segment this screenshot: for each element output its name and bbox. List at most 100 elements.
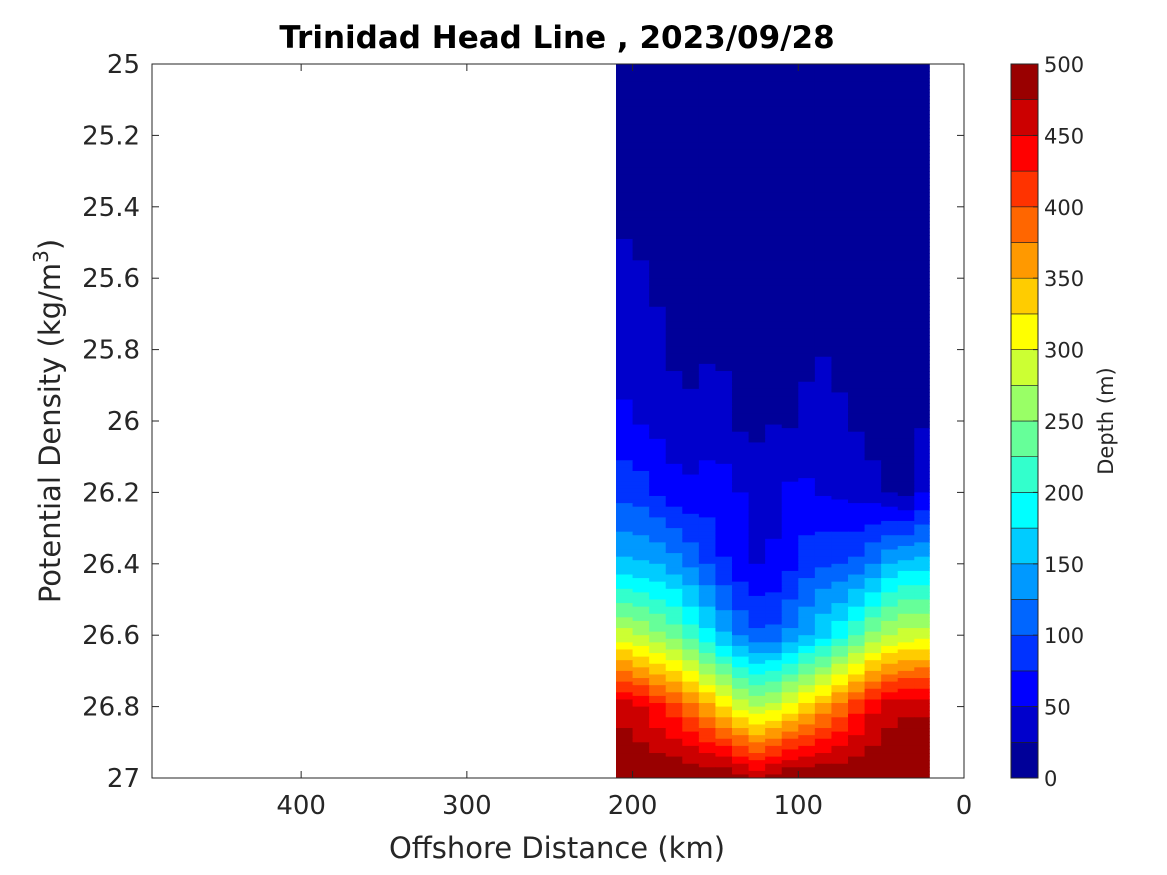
contour-cell — [765, 478, 783, 483]
contour-cell — [616, 485, 634, 490]
contour-cell — [698, 574, 717, 579]
contour-cell — [649, 367, 667, 372]
contour-cell — [798, 99, 816, 104]
contour-cell — [897, 720, 915, 726]
contour-cell — [715, 770, 733, 776]
contour-cell — [665, 570, 683, 576]
contour-cell — [781, 531, 799, 536]
contour-cell — [649, 106, 667, 112]
contour-cell — [781, 403, 799, 408]
contour-cell — [781, 310, 799, 315]
contour-cell — [881, 206, 899, 211]
contour-cell — [881, 303, 899, 308]
contour-cell — [798, 78, 816, 83]
contour-cell — [765, 520, 783, 526]
contour-cell — [897, 356, 915, 361]
contour-cell — [781, 296, 799, 301]
contour-cell — [665, 435, 683, 440]
contour-cell — [665, 560, 683, 565]
contour-cell — [665, 599, 683, 604]
contour-cell — [814, 599, 833, 604]
contour-cell — [698, 442, 717, 447]
contour-cell — [732, 492, 750, 497]
contour-cell — [781, 478, 799, 483]
contour-cell — [748, 156, 766, 161]
contour-cell — [781, 524, 799, 529]
contour-cell — [864, 570, 882, 576]
contour-cell — [649, 313, 667, 319]
contour-cell — [616, 146, 634, 151]
contour-cell — [814, 438, 833, 444]
contour-cell — [765, 213, 783, 219]
contour-cell — [632, 178, 650, 183]
contour-cell — [616, 421, 634, 426]
contour-cell — [682, 131, 700, 136]
contour-cell — [665, 767, 683, 772]
contour-cell — [897, 499, 915, 504]
contour-cell — [616, 653, 634, 658]
contour-cell — [616, 631, 634, 636]
contour-cell — [897, 745, 915, 751]
contour-cell — [616, 692, 634, 697]
contour-cell — [732, 681, 750, 686]
contour-cell — [798, 678, 816, 683]
contour-cell — [748, 506, 766, 511]
contour-cell — [798, 85, 816, 90]
contour-cell — [682, 396, 700, 401]
contour-cell — [682, 246, 700, 251]
contour-cell — [732, 256, 750, 261]
contour-cell — [682, 724, 700, 729]
contour-cell — [848, 667, 866, 672]
contour-cell — [781, 374, 799, 379]
contour-cell — [831, 188, 849, 194]
contour-cell — [649, 149, 667, 154]
contour-cell — [831, 560, 849, 565]
contour-cell — [897, 199, 915, 204]
contour-cell — [748, 410, 766, 415]
contour-cell — [897, 338, 915, 344]
contour-cell — [881, 338, 899, 344]
contour-cell — [848, 128, 866, 133]
contour-cell — [798, 213, 816, 219]
contour-cell — [864, 121, 882, 126]
contour-cell — [897, 474, 915, 479]
contour-cell — [715, 735, 733, 740]
contour-cell — [632, 288, 650, 294]
contour-cell — [914, 456, 930, 461]
contour-cell — [848, 453, 866, 458]
colorbar-band — [1010, 277, 1039, 315]
contour-cell — [665, 563, 683, 568]
contour-cell — [831, 620, 849, 626]
contour-cell — [914, 717, 930, 722]
contour-cell — [715, 285, 733, 290]
contour-cell — [616, 235, 634, 240]
contour-cell — [881, 278, 899, 283]
contour-cell — [732, 317, 750, 322]
contour-cell — [732, 735, 750, 740]
contour-cell — [682, 267, 700, 272]
contour-cell — [698, 624, 717, 629]
contour-cell — [632, 742, 650, 747]
contour-cell — [682, 403, 700, 408]
contour-cell — [848, 353, 866, 358]
contour-cell — [814, 770, 833, 776]
contour-cell — [715, 563, 733, 568]
contour-cell — [765, 488, 783, 493]
contour-cell — [732, 545, 750, 551]
contour-cell — [649, 553, 667, 558]
contour-cell — [848, 174, 866, 179]
contour-cell — [748, 210, 766, 215]
contour-cell — [897, 71, 915, 76]
contour-cell — [881, 660, 899, 665]
contour-cell — [814, 524, 833, 529]
contour-cell — [848, 117, 866, 122]
contour-cell — [848, 203, 866, 208]
contour-cell — [665, 510, 683, 515]
contour-cell — [798, 103, 816, 108]
contour-cell — [748, 599, 766, 604]
contour-cell — [732, 649, 750, 654]
contour-cell — [881, 745, 899, 751]
contour-cell — [914, 617, 930, 622]
contour-cell — [649, 167, 667, 172]
contour-cell — [881, 428, 899, 433]
